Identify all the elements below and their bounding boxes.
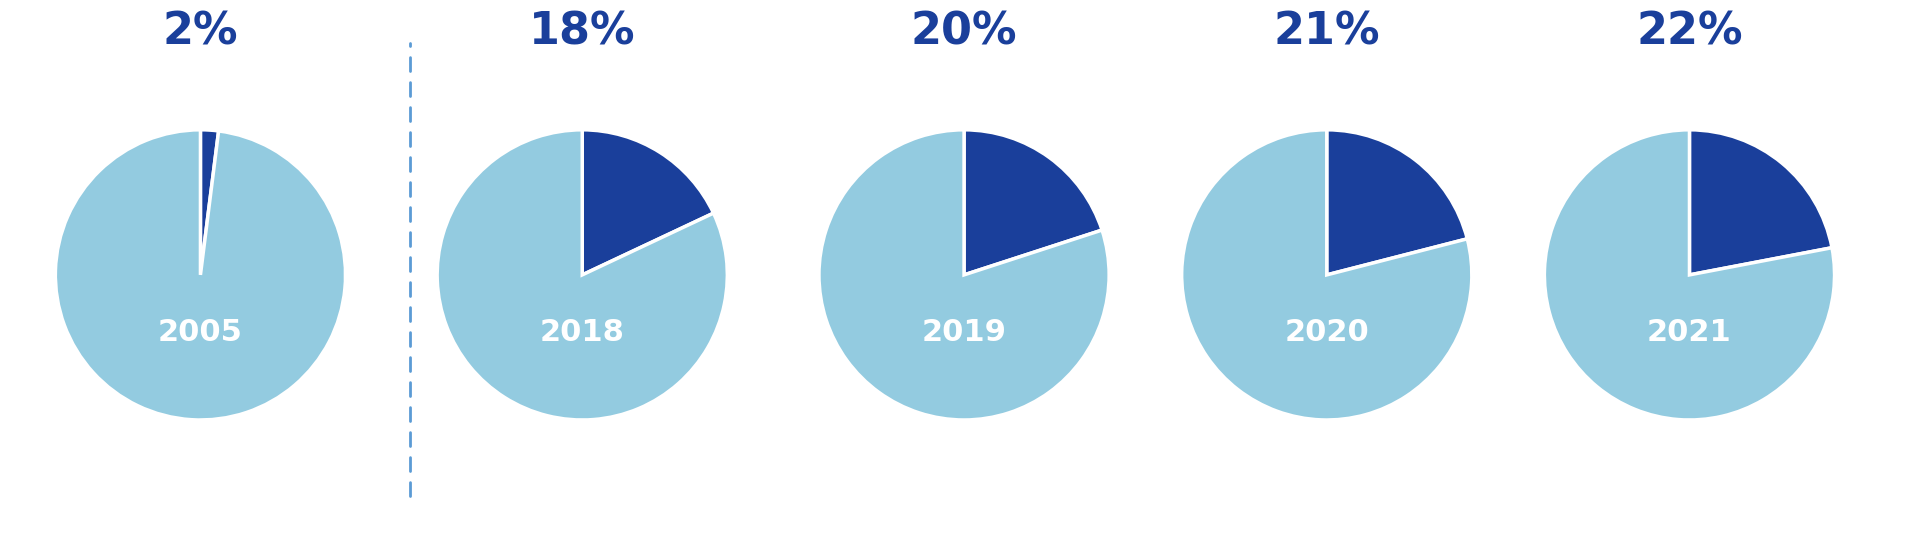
Wedge shape (1689, 130, 1833, 275)
Text: 2%: 2% (162, 11, 239, 54)
Wedge shape (819, 130, 1109, 420)
Wedge shape (1544, 130, 1835, 420)
Text: 2020: 2020 (1285, 319, 1369, 348)
Text: 21%: 21% (1273, 11, 1380, 54)
Text: 2021: 2021 (1647, 319, 1731, 348)
Text: 2018: 2018 (540, 319, 624, 348)
Text: 20%: 20% (911, 11, 1017, 54)
Wedge shape (1182, 130, 1472, 420)
Text: 22%: 22% (1636, 11, 1743, 54)
Wedge shape (1327, 130, 1468, 275)
Wedge shape (964, 130, 1101, 275)
Wedge shape (582, 130, 714, 275)
Wedge shape (55, 130, 346, 420)
Wedge shape (437, 130, 727, 420)
Wedge shape (200, 130, 220, 275)
Text: 18%: 18% (529, 11, 636, 54)
Text: 2019: 2019 (922, 319, 1006, 348)
Text: 2005: 2005 (158, 319, 242, 348)
